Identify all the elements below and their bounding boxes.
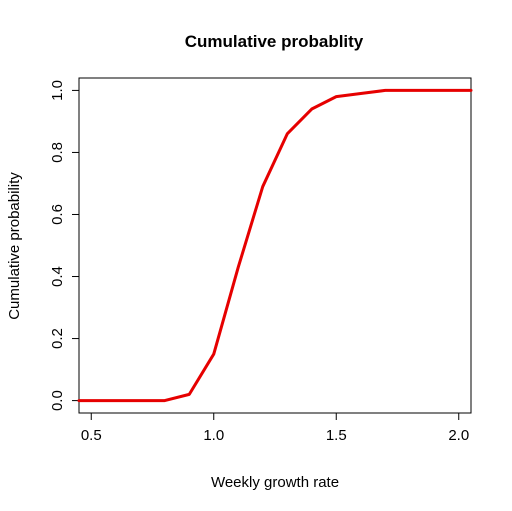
y-tick-label: 0.2 — [49, 328, 66, 349]
x-tick-label: 1.0 — [203, 427, 224, 444]
y-tick-label: 0.8 — [49, 142, 66, 163]
x-axis-label: Weekly growth rate — [211, 474, 339, 491]
y-tick-label: 0.4 — [49, 266, 66, 287]
series-layer — [77, 88, 473, 403]
y-axis-label: Cumulative probability — [6, 172, 23, 320]
x-tick-label: 1.5 — [326, 427, 347, 444]
y-tick-label: 0.0 — [49, 390, 66, 411]
y-tick-label: 0.6 — [49, 204, 66, 225]
series-line — [77, 88, 473, 403]
y-axis: 0.0 0.2 0.4 0.6 0.8 1.0 — [49, 80, 79, 411]
plot-frame — [78, 77, 472, 414]
x-tick-label: 2.0 — [448, 427, 469, 444]
y-tick-label: 1.0 — [49, 80, 66, 101]
chart-title: Cumulative probablity — [185, 32, 364, 51]
x-tick-label: 0.5 — [81, 427, 102, 444]
x-axis: 0.5 1.0 1.5 2.0 — [81, 413, 469, 444]
